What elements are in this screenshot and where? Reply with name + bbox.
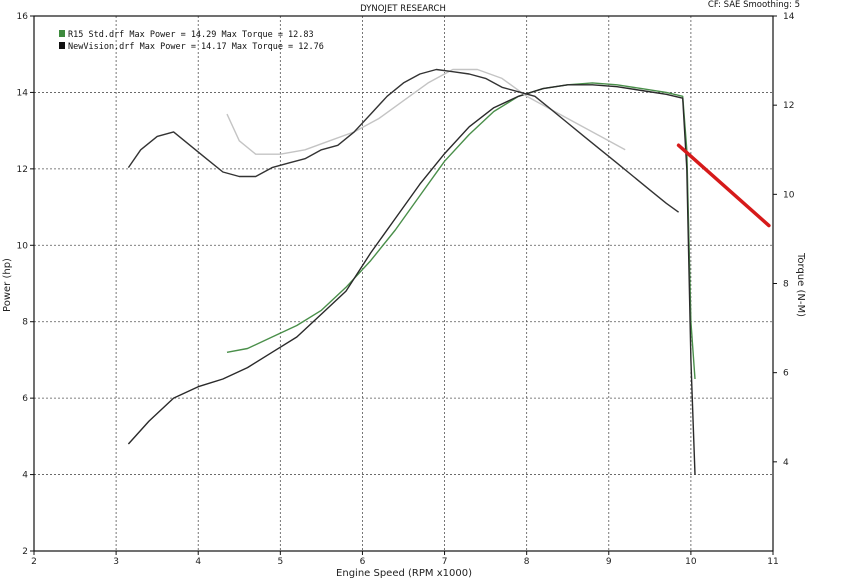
x-tick-label: 11 (767, 557, 778, 567)
y-tick-label: 2 (22, 547, 28, 557)
y-tick-label: 6 (22, 394, 28, 404)
series-line-r15-std-drf-torque (226, 68, 626, 155)
series-layer (127, 68, 696, 475)
y2-tick-label: 4 (783, 458, 789, 468)
y-axis-title: Power (hp) (2, 258, 13, 312)
axes: 2 3 4 5 6 7 8 9 10 11 2 4 6 8 10 12 14 16 4 6 8 10 12 14 (17, 12, 795, 567)
legend-swatch-0 (59, 30, 65, 37)
series-line-newvision-drf-torque (127, 68, 680, 213)
x-tick-label: 4 (195, 557, 201, 567)
y-tick-label: 4 (22, 471, 28, 481)
x-tick-label: 3 (113, 557, 119, 567)
grid (34, 16, 773, 551)
x-tick-label: 7 (442, 557, 448, 567)
series-line-r15-std-drf-power (226, 82, 696, 380)
y2-tick-label: 8 (783, 280, 789, 290)
y-tick-label: 8 (22, 318, 28, 328)
y-tick-label: 12 (17, 165, 28, 175)
y2-tick-label: 6 (783, 369, 789, 379)
legend-swatch-1 (59, 42, 65, 49)
red-annotation-line (676, 143, 771, 228)
x-tick-label: 6 (360, 557, 366, 567)
y2-tick-label: 10 (783, 190, 795, 200)
series-line-newvision-drf-power (127, 84, 696, 475)
legend-entry-1: NewVision.drf Max Power = 14.17 Max Torq… (68, 42, 324, 52)
x-tick-label: 10 (685, 557, 697, 567)
y2-tick-label: 12 (783, 101, 794, 111)
y-tick-label: 14 (17, 88, 29, 98)
annotation-layer (676, 143, 771, 228)
x-axis-title: Engine Speed (RPM x1000) (336, 568, 472, 578)
legend: R15 Std.drf Max Power = 14.29 Max Torque… (59, 30, 324, 52)
y-tick-label: 10 (17, 241, 29, 251)
legend-entry-0: R15 Std.drf Max Power = 14.29 Max Torque… (68, 30, 314, 40)
y-tick-label: 16 (17, 12, 29, 22)
x-tick-label: 8 (524, 557, 530, 567)
header-settings: CF: SAE Smoothing: 5 (708, 0, 800, 10)
header-title: DYNOJET RESEARCH (360, 4, 446, 14)
x-tick-label: 2 (31, 557, 37, 567)
y2-axis-title: Torque (N-M) (795, 252, 806, 317)
x-tick-label: 5 (277, 557, 283, 567)
y2-tick-label: 14 (783, 12, 795, 22)
x-tick-label: 9 (606, 557, 612, 567)
